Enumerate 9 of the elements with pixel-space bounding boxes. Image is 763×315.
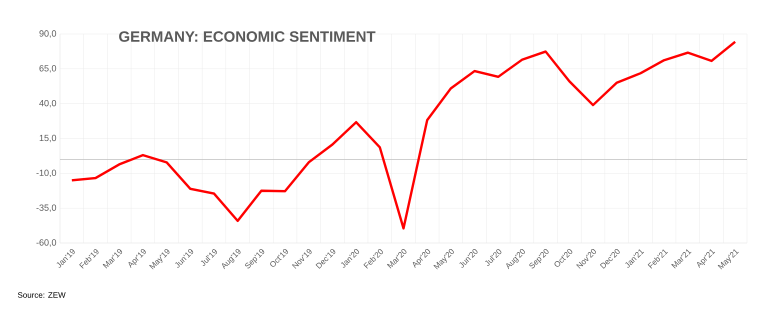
line-series	[70, 40, 736, 230]
y-tick-label: -60,0	[36, 239, 56, 247]
y-tick-label: 15,0	[40, 134, 56, 142]
y-tick-label: 65,0	[39, 65, 56, 73]
y-tick-label: -10,0	[36, 170, 56, 178]
y-tick-label: -35,0	[36, 204, 56, 212]
y-tick-label: 40,0	[39, 100, 56, 108]
chart-title: GERMANY: ECONOMIC SENTIMENT	[119, 31, 376, 42]
y-tick-label: 90,0	[39, 30, 56, 38]
